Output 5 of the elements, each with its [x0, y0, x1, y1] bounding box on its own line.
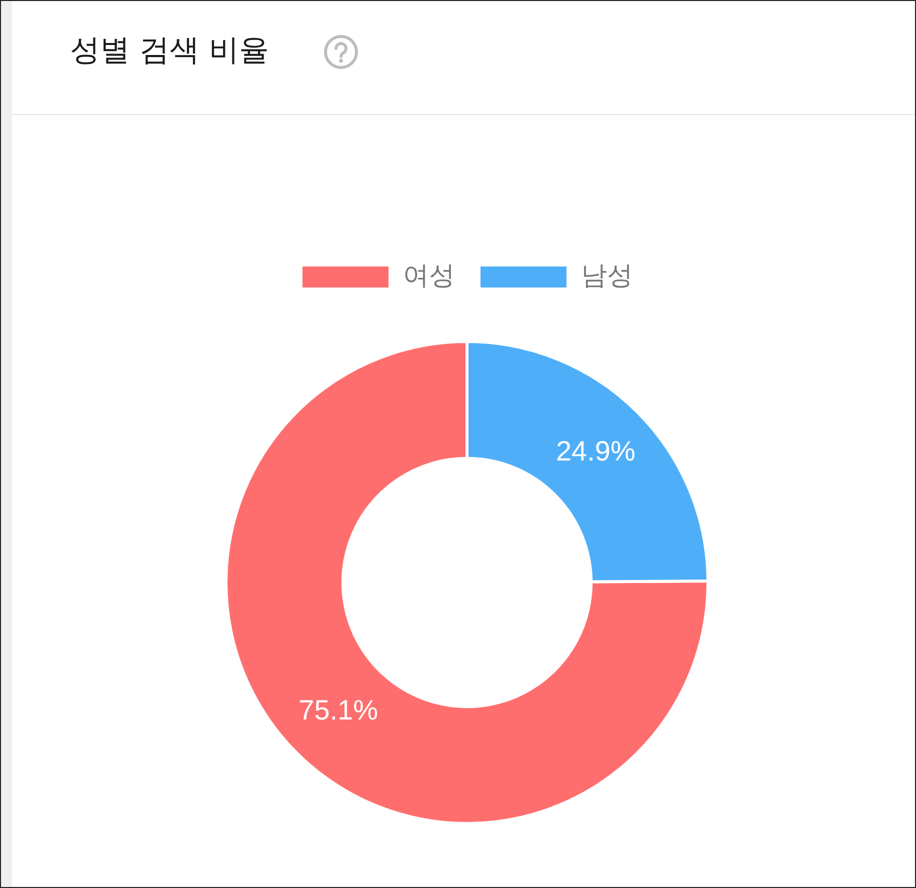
data-label: 75.1%	[298, 694, 378, 726]
chart-title: 성별 검색 비율	[70, 32, 270, 70]
data-label: 24.9%	[556, 436, 636, 467]
legend-label: 여성	[403, 260, 455, 290]
legend-label: 남성	[581, 260, 633, 290]
